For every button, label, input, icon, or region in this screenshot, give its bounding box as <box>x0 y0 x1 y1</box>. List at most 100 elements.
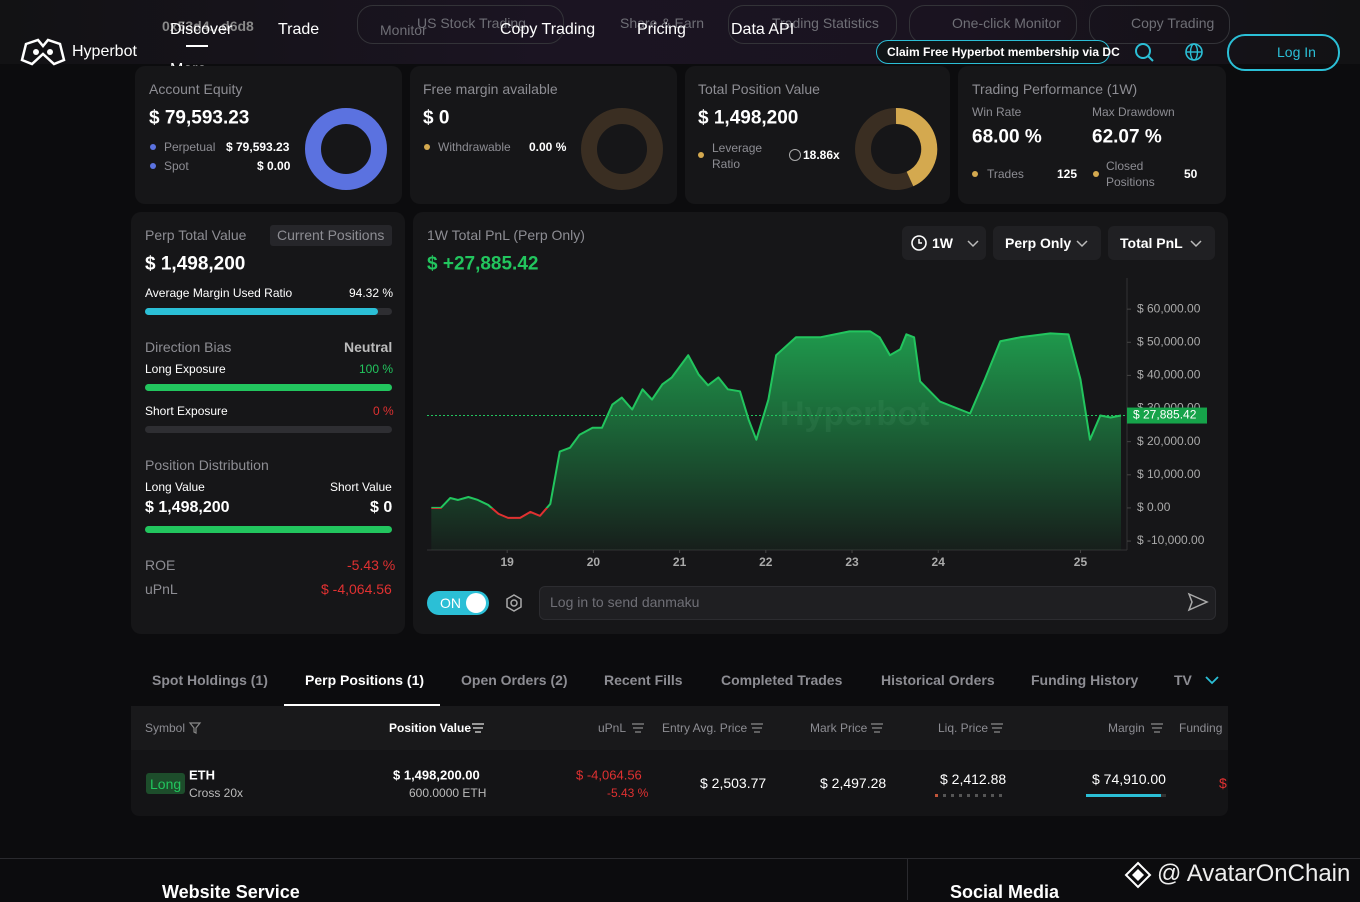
ghost-nav: Copy Trading <box>1131 15 1215 31</box>
cell: $ -4,064.56 <box>576 767 642 783</box>
nav-underline <box>186 45 208 47</box>
nav-item[interactable]: Discover <box>170 21 233 38</box>
table-header <box>131 706 1228 750</box>
row-label: Short Value <box>330 480 392 494</box>
row-value: 94.32 % <box>349 286 394 300</box>
margin-mode: Cross 20x <box>189 786 244 800</box>
cell: $ <box>1219 775 1227 791</box>
legend-dots <box>150 144 156 169</box>
row-value: 0.00 % <box>529 140 567 154</box>
send-icon[interactable] <box>1186 591 1210 613</box>
row-value: $ -4,064.56 <box>321 581 392 597</box>
progress-track <box>145 426 392 433</box>
logo-text[interactable]: Hyperbot <box>72 43 137 60</box>
nav-item[interactable]: Trade <box>278 21 320 38</box>
tab[interactable]: Completed Trades <box>721 672 843 688</box>
dropdown-text[interactable]: Perp Only <box>1005 235 1072 251</box>
tabs-more[interactable] <box>1204 674 1220 686</box>
tab[interactable]: TV <box>1174 672 1192 688</box>
dropdown-text[interactable]: 1W <box>932 235 953 251</box>
stat-label: Max Drawdown <box>1092 105 1175 119</box>
row-label: Long Exposure <box>145 362 226 376</box>
sort-icons <box>188 722 1163 734</box>
positions-table <box>131 706 1228 816</box>
ghost-nav: Monitor <box>380 22 427 38</box>
nav-item[interactable]: Copy Trading <box>500 21 596 38</box>
tab-active[interactable]: Perp Positions (1) <box>305 672 425 688</box>
stat-label: Closed Positions <box>1106 159 1155 189</box>
danmaku-input[interactable] <box>539 586 1216 620</box>
ghost-nav: Share & Earn <box>620 15 705 31</box>
footer-divider <box>907 858 908 900</box>
row-label: ROE <box>145 557 176 573</box>
tab[interactable]: Funding History <box>1031 672 1139 688</box>
tab-chip-text[interactable]: Current Positions <box>277 227 385 243</box>
help-icon[interactable] <box>788 148 802 162</box>
dropdown-text[interactable]: Total PnL <box>1120 235 1183 251</box>
nav-item[interactable]: Pricing <box>637 21 686 38</box>
card-value: $ 0 <box>423 107 450 129</box>
side-text: Long <box>150 776 182 792</box>
settings-icon[interactable] <box>504 593 524 613</box>
nav-item[interactable]: Data API <box>731 21 795 38</box>
progress-fill <box>145 308 378 315</box>
row-value: $ 0.00 <box>257 159 291 173</box>
column-header[interactable]: Entry Avg. Price <box>662 721 748 735</box>
section-label: Position Distribution <box>145 457 269 473</box>
legend-dots <box>972 171 1099 177</box>
row-label: uPnL <box>145 581 178 597</box>
login-button[interactable] <box>1227 34 1340 71</box>
card-value: $ 79,593.23 <box>149 107 250 129</box>
distribution-bar <box>145 526 392 533</box>
dropdown[interactable] <box>902 226 986 260</box>
cell: $ 74,910.00 <box>1092 771 1166 787</box>
tab-chip[interactable] <box>270 225 392 246</box>
panel-title: Perp Total Value <box>145 227 247 243</box>
column-header[interactable]: Position Value <box>389 721 472 735</box>
stat-value: 50 <box>1184 167 1198 181</box>
row-label: Spot <box>164 159 189 173</box>
dropdown[interactable] <box>1108 226 1215 260</box>
perp-value: $ 1,498,200 <box>145 253 246 275</box>
performance-card <box>958 66 1226 204</box>
watermark-icon <box>1124 861 1152 889</box>
promo-text[interactable]: Claim Free Hyperbot membership via DC <box>887 45 1120 59</box>
tab[interactable]: Historical Orders <box>881 672 995 688</box>
column-header[interactable]: Symbol <box>145 721 186 735</box>
stat-value: 125 <box>1057 167 1078 181</box>
card-title: Total Position Value <box>698 81 820 97</box>
column-header[interactable]: Funding <box>1179 721 1223 735</box>
tab-underline <box>284 704 440 706</box>
column-header[interactable]: uPnL <box>598 721 627 735</box>
row-value: 18.86x <box>803 148 840 162</box>
toggle-text[interactable]: ON <box>440 595 461 611</box>
short-value: $ 0 <box>370 499 393 516</box>
row-value: 100 % <box>359 362 394 376</box>
column-header[interactable]: Mark Price <box>810 721 868 735</box>
margin-track <box>1086 794 1166 797</box>
column-header[interactable]: Liq. Price <box>938 721 989 735</box>
row-value: $ 79,593.23 <box>226 140 290 154</box>
row-label: Average Margin Used Ratio <box>145 286 293 300</box>
row-label: Long Value <box>145 480 205 494</box>
chart-watermark: Hyperbot <box>780 395 930 433</box>
promo-pill[interactable] <box>876 40 1110 64</box>
legend-dot <box>698 152 704 158</box>
ghost-nav: US Stock Trading <box>417 15 526 31</box>
tab[interactable]: Open Orders (2) <box>461 672 568 688</box>
danmaku-placeholder[interactable]: Log in to send danmaku <box>550 594 700 610</box>
symbol[interactable]: ETH <box>189 767 215 783</box>
row-label: Perpetual <box>164 140 216 154</box>
tab[interactable]: Spot Holdings (1) <box>152 672 268 688</box>
row-label: Leverage Ratio <box>712 141 763 171</box>
tab[interactable]: Recent Fills <box>604 672 683 688</box>
dropdown-icons <box>911 235 1202 251</box>
liq-dots <box>935 794 1002 797</box>
login-text[interactable]: Log In <box>1277 44 1316 60</box>
header-bar <box>0 0 1360 64</box>
stat-label: Win Rate <box>972 105 1022 119</box>
dropdown[interactable] <box>993 226 1101 260</box>
logo-icon <box>20 38 66 66</box>
column-header[interactable]: Margin <box>1108 721 1145 735</box>
